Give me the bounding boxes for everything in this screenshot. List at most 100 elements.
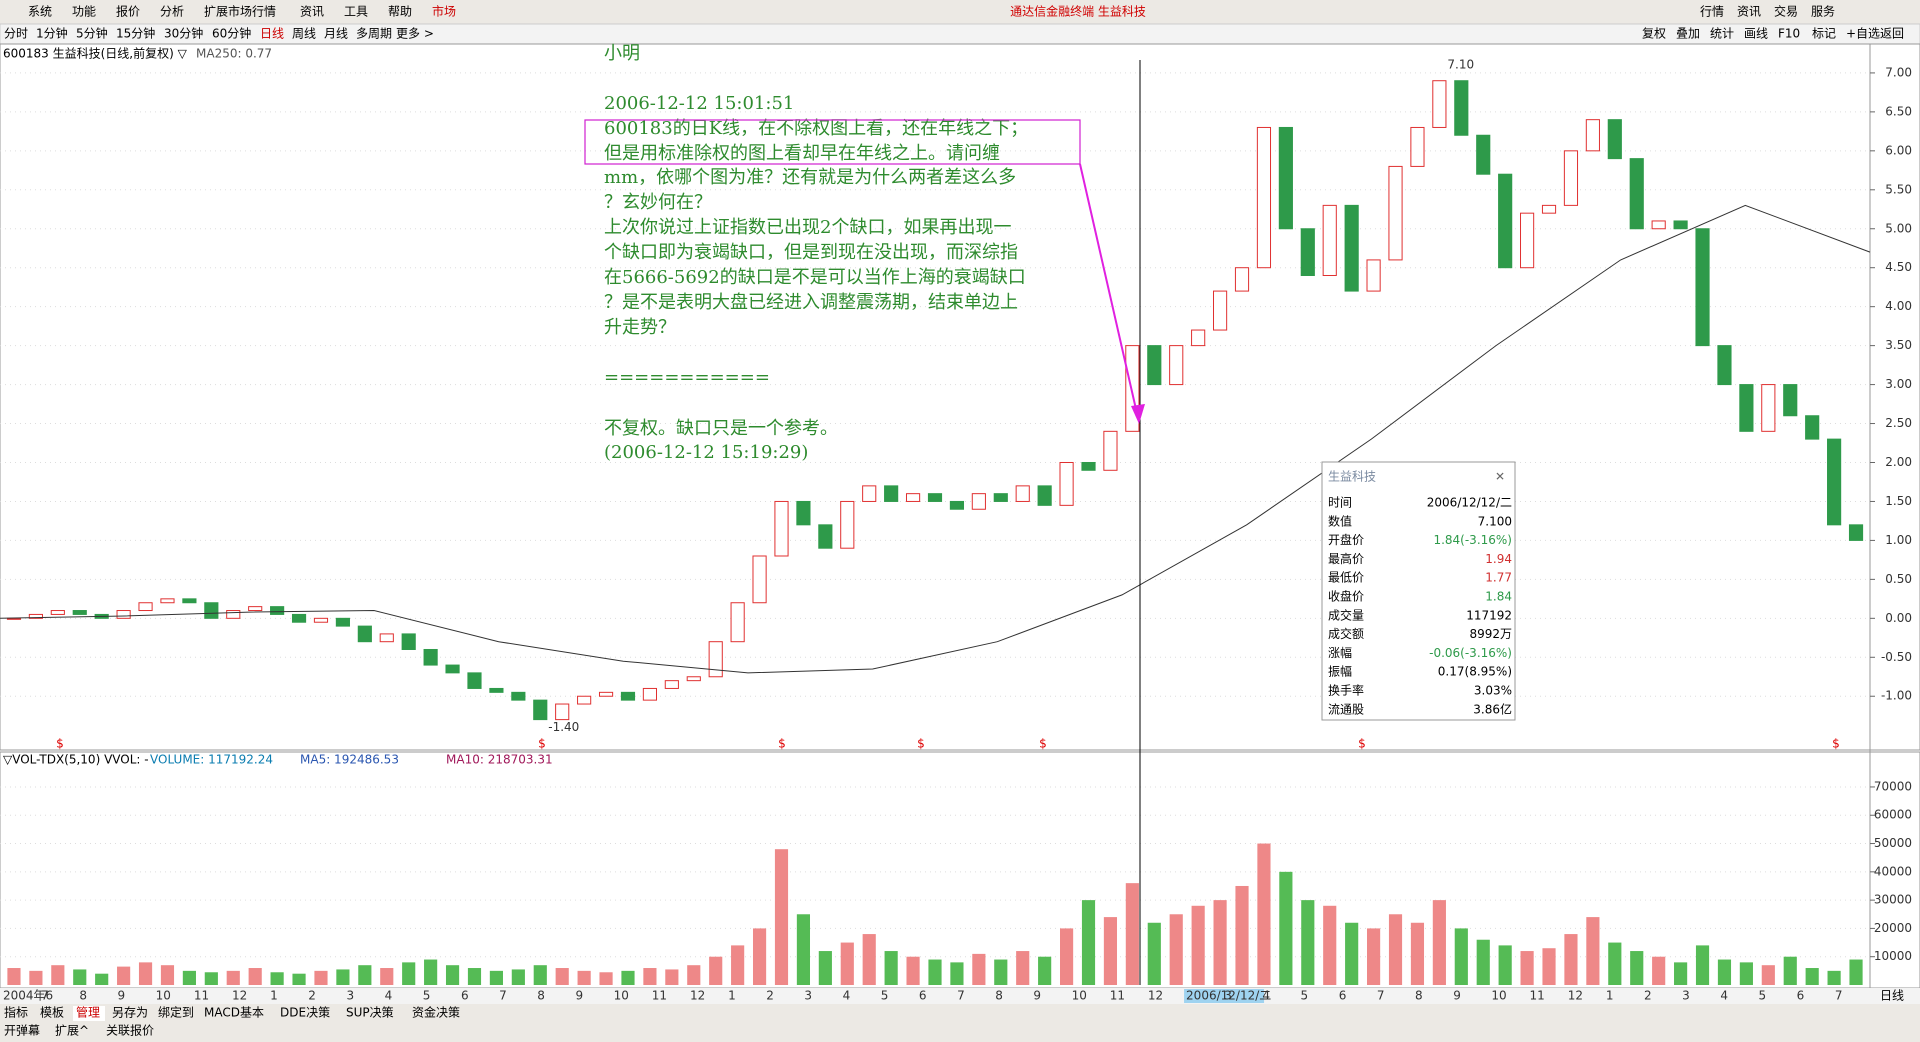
period-tab[interactable]: 60分钟 [212, 26, 251, 41]
x-tick-label: 7 [1377, 989, 1385, 1003]
candle [1520, 212, 1535, 269]
volume-bar [1235, 885, 1249, 985]
candle [1388, 165, 1403, 261]
tool-button[interactable]: 复权 [1642, 27, 1666, 41]
period-tab[interactable]: 30分钟 [164, 26, 203, 41]
active-tab [73, 1006, 105, 1021]
y-tick-label: 1.00 [1885, 533, 1912, 547]
menu-item[interactable]: 市场 [432, 4, 456, 19]
bottom-tab[interactable]: SUP决策 [346, 1006, 394, 1020]
bottom-tab[interactable]: 资金决策 [412, 1005, 460, 1020]
y-tick-label: 7.00 [1885, 65, 1912, 79]
period-tab[interactable]: 月线 [324, 27, 348, 41]
candle [577, 695, 592, 705]
volume-bar [402, 962, 416, 985]
volume-info: MA5: 192486.53 [300, 753, 399, 767]
volume-bar [752, 928, 767, 985]
status-tab[interactable]: 开弹幕 [4, 1024, 40, 1038]
menu-item[interactable]: 帮助 [388, 5, 412, 19]
volume-bar [51, 965, 65, 985]
x-tick-label: 6 [919, 989, 927, 1003]
tool-button[interactable]: F10 [1778, 27, 1800, 41]
period-tab[interactable]: 1分钟 [36, 26, 68, 41]
info-value: -0.06(-3.16%) [1429, 646, 1512, 660]
candle [1213, 290, 1228, 331]
tool-button[interactable]: 叠加 [1676, 27, 1700, 41]
x-tick-label: 8 [537, 989, 545, 1003]
bottom-tab[interactable]: 另存为 [112, 1006, 148, 1020]
volume-bar [73, 969, 87, 985]
event-marker: $ [778, 737, 786, 751]
bottom-tab[interactable]: MACD基本 [204, 1006, 264, 1020]
tool-button[interactable]: 返回 [1880, 27, 1904, 41]
x-tick-label: 3 [346, 989, 354, 1003]
x-tick-label: 10 [1072, 989, 1087, 1003]
y-tick-label: -0.50 [1881, 650, 1912, 664]
volume-title: ▽VOL-TDX(5,10) VVOL: - [3, 753, 149, 767]
menu-item[interactable]: 报价 [116, 4, 140, 19]
volume-bar [1213, 900, 1227, 985]
period-tab[interactable]: 日线 [260, 27, 284, 41]
candle [642, 687, 657, 701]
window-button[interactable]: 行情 [1700, 5, 1724, 19]
candle [1432, 80, 1447, 128]
menu-item[interactable]: 系统 [28, 5, 52, 19]
volume-bar [840, 942, 854, 985]
tool-button[interactable]: 统计 [1710, 27, 1734, 41]
info-title: 生益科技 [1328, 470, 1376, 484]
menu-item[interactable]: 功能 [72, 5, 96, 19]
tool-button[interactable]: +自选 [1846, 27, 1880, 41]
ma250-line [0, 204, 1871, 674]
candle [686, 676, 701, 682]
period-tab[interactable]: 多周期 [356, 27, 392, 41]
menu-item[interactable]: 分析 [160, 5, 184, 19]
status-tab[interactable]: 扩展^ [55, 1024, 89, 1038]
bottom-tab[interactable]: 绑定到 [158, 1005, 194, 1020]
period-label: 日线 [1880, 989, 1904, 1003]
event-marker: $ [538, 737, 546, 751]
volume-bar [1498, 945, 1512, 985]
tool-button[interactable]: 画线 [1744, 27, 1768, 41]
annotation-line: 但是用标准除权的图上看却早在年线之上。请问缠 [604, 143, 1000, 164]
candle [28, 613, 43, 619]
bottom-tab[interactable]: DDE决策 [280, 1006, 330, 1020]
volume-bar [29, 970, 43, 985]
bottom-tab[interactable]: 管理 [76, 1005, 100, 1020]
status-tab[interactable]: 关联报价 [106, 1023, 154, 1038]
menu-item[interactable]: 资讯 [300, 5, 324, 19]
volume-bar [7, 968, 21, 985]
period-tab[interactable]: 15分钟 [116, 26, 155, 41]
price-panel [0, 43, 1920, 751]
x-tick-label: 5 [1759, 989, 1767, 1003]
volume-bar [533, 965, 547, 985]
info-close[interactable]: ✕ [1495, 470, 1505, 484]
tool-button[interactable]: 标记 [1812, 27, 1836, 41]
annotation-line: ？玄妙何在？ [604, 192, 712, 213]
bottom-tab[interactable]: 指标 [4, 1005, 28, 1020]
candle [1541, 204, 1557, 214]
candle [160, 598, 175, 604]
event-marker: $ [1358, 737, 1366, 751]
candle [949, 500, 965, 510]
period-tab[interactable]: 分时 [4, 27, 28, 41]
x-tick-label: 4 [1262, 989, 1270, 1003]
x-tick-label: 7 [41, 989, 49, 1003]
period-tab[interactable]: 5分钟 [76, 26, 108, 41]
window-button[interactable]: 交易 [1774, 4, 1798, 19]
period-tab[interactable]: 更多 > [396, 27, 434, 41]
menu-item[interactable]: 扩展市场行情 [204, 4, 276, 19]
x-tick-label: 12 [232, 989, 247, 1003]
candle [1585, 119, 1600, 152]
menu-item[interactable]: 工具 [344, 5, 368, 19]
window-button[interactable]: 服务 [1811, 4, 1835, 19]
candle [1476, 134, 1491, 175]
candle [489, 687, 504, 693]
y2-tick-label: 70000 [1874, 779, 1912, 793]
bottom-tab[interactable]: 模板 [40, 1006, 64, 1020]
info-value: 0.17(8.95%) [1438, 665, 1512, 679]
y-tick-label: 4.50 [1885, 260, 1912, 274]
window-button[interactable]: 资讯 [1737, 5, 1761, 19]
volume-bar [1608, 942, 1622, 985]
volume-bar [906, 956, 920, 985]
period-tab[interactable]: 周线 [292, 27, 316, 41]
